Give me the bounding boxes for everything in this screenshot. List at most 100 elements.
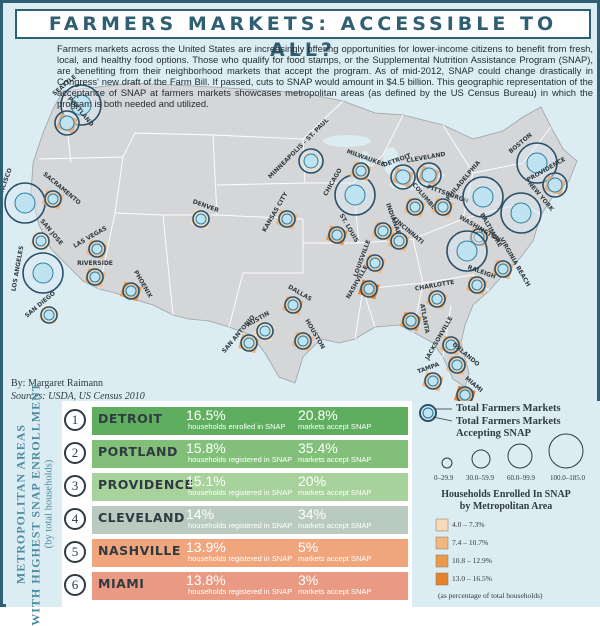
legend-svg — [419, 404, 584, 586]
metro-marker: RALEIGH — [465, 264, 497, 296]
snap-markets-ring — [344, 184, 366, 206]
legend-accepting-line2: Accepting SNAP — [456, 428, 531, 439]
metro-marker: ST. LOUIS — [325, 213, 360, 246]
rank-bar: NASHVILLE 13.9% households registered in S… — [92, 539, 408, 567]
snap-swatches — [435, 518, 449, 586]
rank-number: 2 — [64, 442, 86, 464]
snap-markets-ring — [393, 235, 405, 247]
snap-markets-ring — [437, 201, 449, 213]
snap-markets-ring — [287, 299, 299, 311]
legend-size-label-4: 100.0–185.0 — [550, 474, 585, 482]
snap-markets-ring — [303, 153, 319, 169]
ranking-row: 3 PROVIDENCE 15.1% households registered in… — [64, 473, 408, 501]
rank-markets-percent: 20.8% — [298, 407, 338, 423]
ranking-row: 1 DETROIT 16.5% households enrolled in SNAP… — [64, 407, 408, 435]
metro-marker: TAMPA — [417, 361, 444, 392]
author-credit: By: Margaret Raimann — [11, 378, 104, 389]
metro-layer: SEATTLEPORTLANDSAN FRANCISCOSACRAMENTOSA… — [0, 74, 568, 406]
snap-markets-ring — [497, 263, 509, 275]
rank-city: NASHVILLE — [98, 543, 181, 558]
snap-markets-ring — [125, 285, 137, 297]
rank-snap-percent: 15.8% — [186, 440, 226, 456]
rank-markets-percent-label: markets accept SNAP — [298, 455, 372, 464]
rank-snap-percent-label: households enrolled in SNAP — [188, 422, 286, 431]
snap-markets-ring — [472, 186, 494, 208]
snap-markets-ring — [363, 283, 375, 295]
us-landmass — [30, 82, 578, 388]
snap-markets-ring — [377, 225, 389, 237]
snap-markets-ring — [89, 271, 101, 283]
snap-markets-ring — [459, 389, 471, 401]
rank-number: 4 — [64, 508, 86, 530]
rank-snap-percent: 15.1% — [186, 473, 226, 489]
snap-markets-ring — [331, 229, 343, 241]
ranking-label-line1: METROPOLITAN AREAS — [13, 423, 28, 585]
snap-markets-ring — [355, 165, 367, 177]
legend-panel: Total Farmers Markets Total Farmers Mark… — [412, 401, 600, 607]
legend-snap-bin-4: 13.0 – 16.5% — [452, 574, 492, 583]
legend-accepting-ring — [422, 407, 434, 419]
legend-snap-swatch — [435, 536, 449, 550]
rank-markets-percent-label: markets accept SNAP — [298, 488, 372, 497]
ranking-label-line2: WITH HIGHEST SNAP ENROLLMENT — [28, 382, 43, 626]
legend-size-4 — [548, 433, 584, 469]
rank-city: MIAMI — [98, 576, 145, 591]
snap-markets-ring — [297, 335, 309, 347]
rank-number: 1 — [64, 409, 86, 431]
snap-markets-ring — [445, 339, 457, 351]
snap-markets-ring — [259, 325, 271, 337]
rank-markets-percent: 3% — [298, 572, 319, 588]
ranking-label-line3: (by total households) — [43, 459, 55, 549]
rank-city: CLEVELAND — [98, 510, 185, 525]
snap-markets-ring — [35, 235, 47, 247]
snap-markets-ring — [395, 169, 411, 185]
metro-marker: SEATTLE — [51, 74, 102, 126]
legend-total-label: Total Farmers Markets — [456, 403, 561, 414]
legend-size-label-2: 30.0–59.9 — [466, 474, 494, 482]
rank-snap-percent: 16.5% — [186, 407, 226, 423]
snap-markets-ring — [43, 309, 55, 321]
intro-paragraph: Farmers markets across the United States… — [57, 43, 593, 109]
metro-marker: AUSTIN — [246, 310, 276, 342]
rank-snap-percent: 14% — [186, 506, 215, 522]
rank-snap-percent: 13.9% — [186, 539, 226, 555]
snap-markets-ring — [243, 337, 255, 349]
ranking-row: 2 PORTLAND 15.8% households registered in S… — [64, 440, 408, 468]
rank-number: 6 — [64, 574, 86, 596]
legend-snap-bin-1: 4.0 – 7.3% — [452, 520, 485, 529]
rank-snap-percent: 13.8% — [186, 572, 226, 588]
snap-markets-ring — [456, 240, 478, 262]
rank-number: 3 — [64, 475, 86, 497]
rank-markets-percent-label: markets accept SNAP — [298, 554, 372, 563]
rank-snap-percent-label: households registered in SNAP — [188, 554, 293, 563]
legend-snap-title-2: by Metropolitan Area — [459, 501, 553, 512]
rank-markets-percent: 34% — [298, 506, 327, 522]
ranking-side-label: METROPOLITAN AREAS WITH HIGHEST SNAP ENR… — [6, 382, 62, 626]
legend-size-label-1: 0–29.9 — [434, 474, 454, 482]
metro-marker: DALLAS — [281, 284, 313, 316]
rank-city: DETROIT — [98, 411, 163, 426]
legend-total-ring — [419, 404, 437, 422]
legend-snap-swatch — [435, 554, 449, 568]
legend-snap-swatch — [435, 572, 449, 586]
snap-markets-ring — [526, 152, 548, 174]
bottom-panel: METROPOLITAN AREAS WITH HIGHEST SNAP ENR… — [6, 382, 600, 626]
metro-label: RIVERSIDE — [77, 260, 113, 267]
snap-markets-ring — [427, 375, 439, 387]
metro-marker: WASHINGTON — [446, 214, 502, 272]
legend-size-3 — [507, 443, 533, 469]
credit-block: By: Margaret Raimann Sources: USDA, US C… — [11, 377, 145, 403]
snap-markets-ring — [473, 231, 485, 243]
snap-markets-ring — [547, 177, 563, 193]
snap-markets-ring — [369, 257, 381, 269]
rank-markets-percent-label: markets accept SNAP — [298, 521, 372, 530]
snap-markets-ring — [47, 193, 59, 205]
snap-markets-ring — [195, 213, 207, 225]
rank-snap-percent-label: households registered in SNAP — [188, 521, 293, 530]
ranking-row: 4 CLEVELAND 14% households registered in SN… — [64, 506, 408, 534]
rank-city: PORTLAND — [98, 444, 178, 459]
rank-bar: DETROIT 16.5% households enrolled in SNAP 2… — [92, 407, 408, 435]
rank-markets-percent: 20% — [298, 473, 327, 489]
legend-snap-title-1: Households Enrolled In SNAP — [441, 489, 571, 500]
